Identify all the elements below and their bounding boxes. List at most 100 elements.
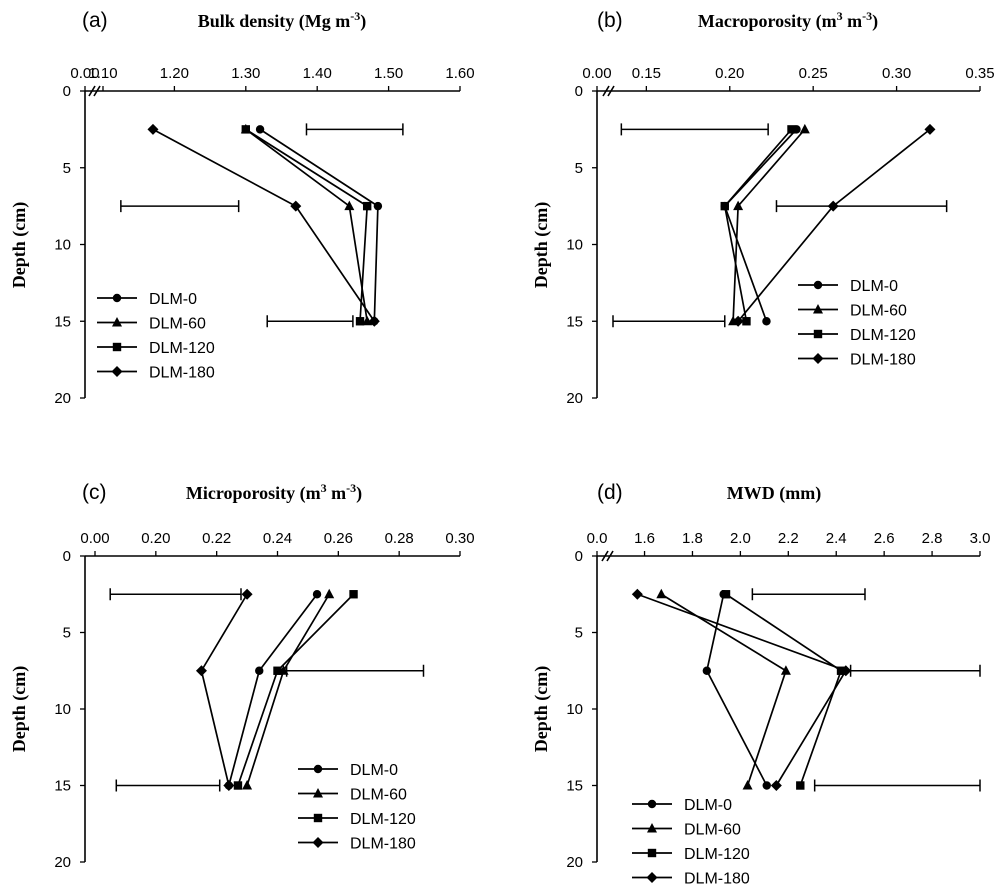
- y-tick-label: 0: [63, 548, 71, 565]
- legend: DLM-0 DLM-60 DLM-120 DLM-180: [97, 291, 215, 382]
- legend-marker-triangle: [313, 788, 323, 798]
- x-tick-label: 0.22: [202, 530, 231, 547]
- series-dlm-120: [720, 125, 796, 326]
- x-tick-label: 1.8: [682, 530, 703, 547]
- series-dlm-60: [656, 588, 791, 790]
- axis-break-mark: [606, 550, 614, 562]
- y-axis-label: Depth (cm): [531, 666, 552, 752]
- data-point-diamond: [770, 780, 782, 791]
- series-dlm-60: [240, 123, 373, 326]
- legend-label: DLM-120: [684, 846, 750, 863]
- data-point-square: [796, 781, 805, 790]
- series-dlm-180: [631, 588, 852, 791]
- title-text: ): [872, 11, 878, 32]
- x-tick-label: 2.2: [778, 530, 799, 547]
- panel-letter: (a): [82, 9, 108, 32]
- legend-marker-square: [813, 329, 823, 339]
- x-tick-label: 2.0: [730, 530, 751, 547]
- x-tick-label: 1.50: [374, 65, 403, 82]
- legend-marker-circle: [813, 280, 823, 290]
- y-tick-label: 15: [566, 313, 583, 330]
- legend-marker-diamond: [111, 366, 123, 377]
- legend: DLM-0 DLM-60 DLM-120 DLM-180: [798, 278, 916, 369]
- legend-marker-triangle: [813, 304, 823, 314]
- axis-break-mark: [88, 85, 96, 97]
- error-bar: [813, 779, 981, 792]
- error-bar: [109, 588, 242, 601]
- x-tick-label: 0.35: [965, 65, 994, 82]
- legend-label: DLM-180: [850, 352, 916, 369]
- error-bar: [115, 779, 221, 792]
- data-point-diamond: [195, 665, 207, 677]
- x-tick-label: 0.24: [263, 530, 292, 547]
- y-tick-label: 20: [566, 854, 583, 871]
- y-tick-label: 10: [566, 701, 583, 718]
- data-point-triangle: [656, 588, 667, 599]
- x-tick-label: 1.30: [231, 65, 260, 82]
- title-superscript: 3: [837, 9, 843, 23]
- series-dlm-0: [224, 590, 322, 790]
- data-point-square: [742, 317, 751, 326]
- data-point-diamond: [631, 588, 643, 600]
- legend-marker-circle: [313, 764, 323, 774]
- legend-label: DLM-0: [684, 797, 732, 814]
- y-tick-label: 5: [575, 625, 583, 642]
- series-dlm-0: [702, 590, 771, 790]
- series-dlm-180: [732, 123, 936, 327]
- panel-b: 0.00 0.15 0.20 0.25 0.30 0.35 0 5 10 15 20 (b) Macro…: [531, 9, 995, 407]
- x-tick-label: 3.0: [970, 530, 991, 547]
- x-tick-label: 2.6: [874, 530, 895, 547]
- x-tick-label: 1.40: [303, 65, 332, 82]
- panel-d: 0.0 1.6 1.8 2.0 2.2 2.4 2.6 2.8 3.0 0 5 10 15 20 (d) MW…: [531, 481, 990, 888]
- legend-label: DLM-0: [350, 762, 398, 779]
- y-tick-label: 5: [63, 160, 71, 177]
- series-dlm-120: [241, 125, 372, 326]
- error-bar: [775, 200, 948, 213]
- legend-marker-square: [313, 813, 323, 823]
- data-point-diamond: [147, 123, 159, 135]
- x-tick-label: 0.30: [445, 530, 474, 547]
- legend-label: DLM-120: [149, 340, 215, 357]
- data-point-diamond: [290, 200, 302, 212]
- title-text: Bulk density (Mg m: [198, 11, 351, 32]
- legend-label: DLM-120: [850, 327, 916, 344]
- data-point-square: [720, 201, 729, 211]
- title-text: m: [327, 483, 347, 503]
- data-point-circle: [255, 125, 265, 134]
- x-tick-label: 0.00: [70, 65, 99, 82]
- data-point-square: [787, 125, 796, 134]
- legend-label: DLM-60: [850, 303, 907, 320]
- legend-label: DLM-180: [149, 365, 215, 382]
- y-tick-label: 20: [54, 390, 71, 407]
- title-superscript: -3: [346, 481, 356, 495]
- y-tick-label: 10: [54, 701, 71, 718]
- data-point-square: [721, 590, 731, 599]
- legend-marker-diamond: [646, 872, 658, 883]
- axis-break-mark: [93, 85, 101, 97]
- x-tick-label: 1.60: [445, 65, 474, 82]
- x-tick-label: 0.26: [324, 530, 353, 547]
- title-superscript: -3: [862, 9, 872, 23]
- title-text: Macroporosity (m: [698, 11, 837, 32]
- legend-label: DLM-0: [850, 278, 898, 295]
- panel-a: 0.001.10 1.20 1.30 1.40 1.50 1.60 0 5 10 15 20 (a) B…: [9, 9, 475, 407]
- data-point-square: [362, 201, 372, 211]
- series-line: [245, 128, 369, 322]
- series-dlm-120: [233, 590, 358, 790]
- data-point-diamond: [732, 315, 744, 327]
- legend-label: DLM-60: [684, 822, 741, 839]
- title-text: Microporosity (m: [186, 483, 321, 504]
- x-tick-label: 0.28: [385, 530, 414, 547]
- title-text: m: [843, 11, 863, 31]
- x-tick-label: 0.00: [80, 530, 109, 547]
- panel-title: Bulk density (Mg m-3): [198, 9, 367, 32]
- series-dlm-120: [721, 590, 846, 790]
- data-point-square: [355, 317, 365, 326]
- x-tick-label: 0.15: [632, 65, 661, 82]
- data-point-square: [241, 125, 250, 134]
- legend: DLM-0 DLM-60 DLM-120 DLM-180: [632, 797, 750, 888]
- data-point-circle: [702, 666, 712, 675]
- legend-marker-square: [647, 848, 657, 858]
- series-line: [725, 593, 843, 786]
